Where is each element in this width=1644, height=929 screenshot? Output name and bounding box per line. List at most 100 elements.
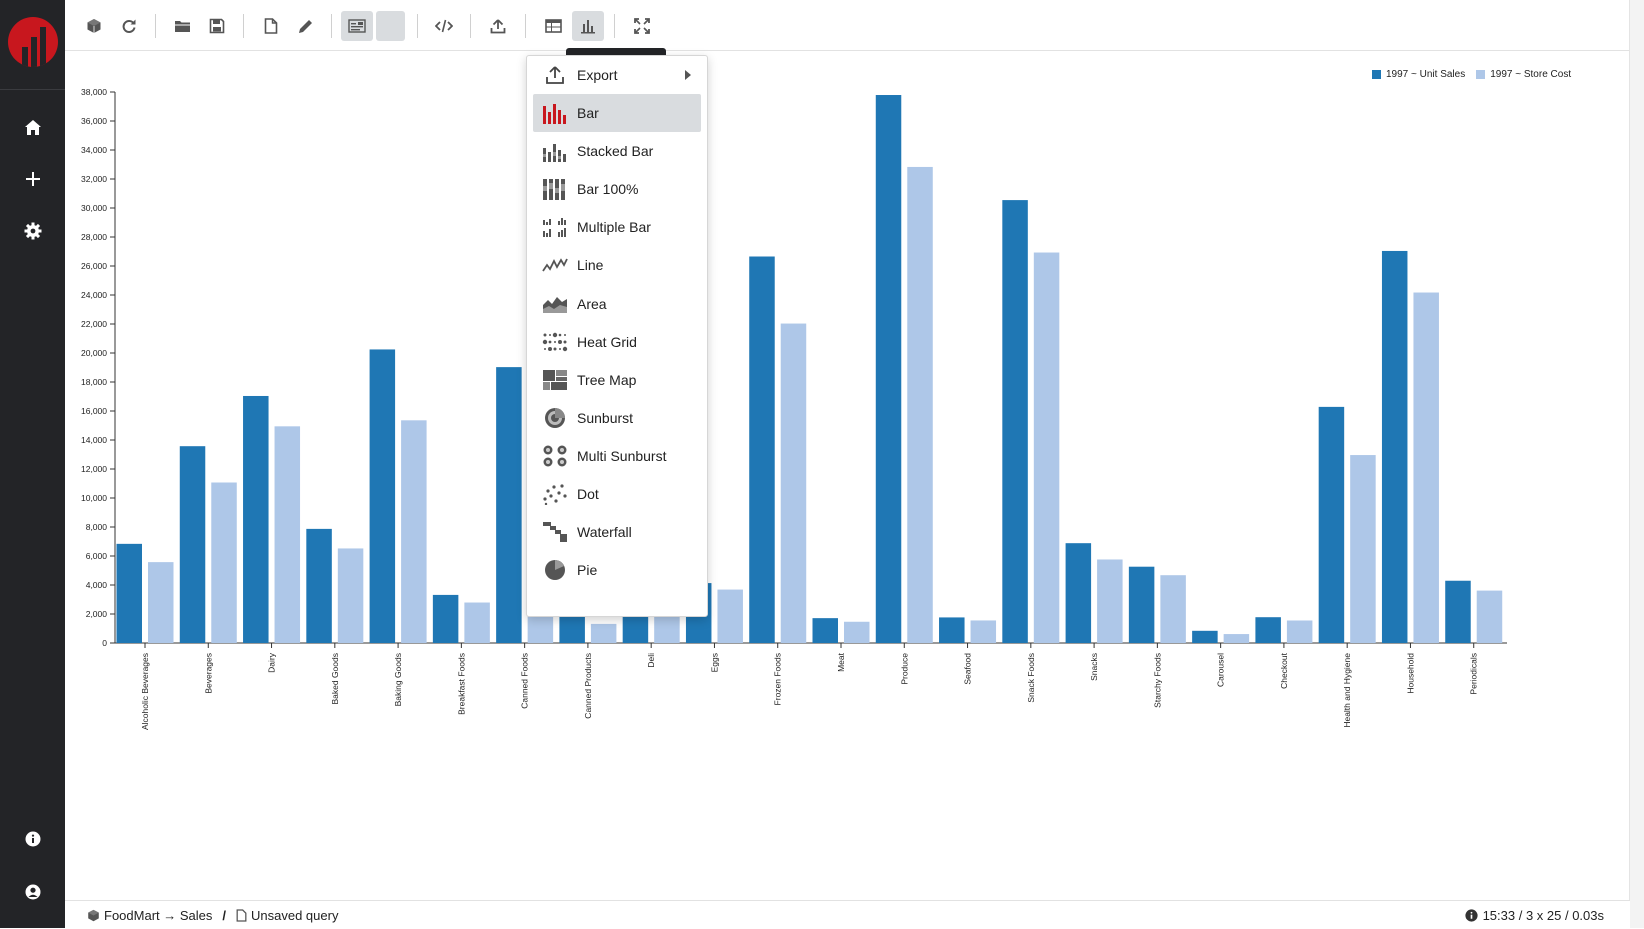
- blank-button[interactable]: [376, 11, 405, 41]
- bar[interactable]: [306, 528, 332, 643]
- menu-item-bar-100[interactable]: Bar 100%: [533, 170, 701, 208]
- code-button[interactable]: [428, 11, 460, 41]
- bar[interactable]: [717, 589, 743, 643]
- bar[interactable]: [211, 482, 237, 643]
- bar[interactable]: [780, 323, 807, 643]
- x-tick-label: Checkout: [1279, 652, 1289, 689]
- bar[interactable]: [464, 602, 490, 643]
- y-tick-label: 36,000: [81, 116, 107, 126]
- export-button[interactable]: [482, 11, 514, 41]
- cube-button[interactable]: [78, 11, 110, 41]
- edit-button[interactable]: [289, 11, 321, 41]
- menu-item-label: Stacked Bar: [577, 143, 654, 160]
- menu-item-area[interactable]: Area: [533, 285, 701, 323]
- bar[interactable]: [369, 349, 396, 643]
- bar[interactable]: [1160, 575, 1186, 643]
- menu-item-bar[interactable]: Bar: [533, 94, 701, 132]
- x-tick-label: Baked Goods: [330, 653, 340, 705]
- save-button[interactable]: [201, 11, 233, 41]
- menu-item-waterfall[interactable]: Waterfall: [533, 513, 701, 551]
- open-button[interactable]: [167, 11, 199, 41]
- refresh-button[interactable]: [113, 11, 145, 41]
- menu-item-multi-sunburst[interactable]: Multi Sunburst: [533, 437, 701, 475]
- menu-item-pie[interactable]: Pie: [533, 551, 701, 589]
- y-tick-label: 0: [102, 638, 107, 648]
- bar[interactable]: [1445, 580, 1471, 643]
- bar[interactable]: [179, 446, 206, 643]
- settings-button[interactable]: [17, 215, 49, 247]
- layout-button[interactable]: [341, 11, 373, 41]
- menu-item-multiple-bar[interactable]: Multiple Bar: [533, 208, 701, 246]
- bar[interactable]: [970, 620, 997, 643]
- bar[interactable]: [148, 562, 174, 643]
- bar[interactable]: [844, 621, 870, 643]
- chart-view-button[interactable]: [572, 11, 604, 41]
- menu-item-heat-grid[interactable]: Heat Grid: [533, 323, 701, 361]
- heat-grid-icon: [541, 330, 569, 354]
- menu-item-tree-map[interactable]: Tree Map: [533, 361, 701, 399]
- bar[interactable]: [401, 420, 427, 643]
- bar[interactable]: [1192, 630, 1218, 643]
- toolbar-separator: [243, 14, 244, 38]
- sunburst-icon: [541, 406, 569, 430]
- bar[interactable]: [274, 426, 301, 643]
- stacked-bar-icon: [541, 139, 569, 163]
- query-info-text: 15:33 / 3 x 25 / 0.03s: [1482, 908, 1604, 923]
- y-tick-label: 32,000: [81, 174, 107, 184]
- app-logo-icon[interactable]: [8, 17, 58, 67]
- menu-item-line[interactable]: Line: [533, 246, 701, 284]
- menu-item-dot[interactable]: Dot: [533, 475, 701, 513]
- y-tick-label: 18,000: [81, 377, 107, 387]
- bar[interactable]: [1002, 200, 1028, 643]
- bar[interactable]: [875, 95, 902, 644]
- menu-item-export[interactable]: Export: [533, 56, 701, 94]
- home-button[interactable]: [17, 112, 49, 144]
- bar[interactable]: [1097, 559, 1123, 643]
- bar[interactable]: [1065, 543, 1092, 643]
- y-tick-label: 34,000: [81, 145, 107, 155]
- bar[interactable]: [812, 618, 839, 643]
- bar[interactable]: [1033, 252, 1060, 643]
- menu-item-label: Line: [577, 257, 604, 274]
- legend-item[interactable]: 1997 ~ Unit Sales: [1372, 69, 1465, 80]
- bar[interactable]: [1223, 634, 1250, 643]
- chart-legend: 1997 ~ Unit Sales 1997 ~ Store Cost: [1372, 69, 1582, 80]
- bar[interactable]: [907, 166, 933, 643]
- bar[interactable]: [243, 395, 269, 643]
- bar[interactable]: [1318, 406, 1345, 643]
- bar[interactable]: [1381, 250, 1408, 643]
- bar[interactable]: [432, 594, 459, 643]
- bar[interactable]: [1128, 566, 1155, 643]
- table-view-button[interactable]: [537, 11, 569, 41]
- bar[interactable]: [496, 367, 522, 643]
- menu-item-stacked-bar[interactable]: Stacked Bar: [533, 132, 701, 170]
- bar[interactable]: [1350, 455, 1376, 643]
- add-button[interactable]: [17, 163, 49, 195]
- fullscreen-button[interactable]: [626, 11, 658, 41]
- breadcrumb-query[interactable]: Unsaved query: [236, 908, 338, 923]
- new-query-button[interactable]: [255, 11, 287, 41]
- x-tick-label: Health and Hygiene: [1342, 653, 1352, 728]
- bar[interactable]: [116, 543, 143, 643]
- bar[interactable]: [559, 616, 585, 643]
- menu-item-sunburst[interactable]: Sunburst: [533, 399, 701, 437]
- bar[interactable]: [1413, 292, 1439, 643]
- bar[interactable]: [1286, 620, 1313, 643]
- bar[interactable]: [939, 617, 965, 643]
- toolbar-separator: [155, 14, 156, 38]
- y-tick-label: 2,000: [86, 609, 108, 619]
- bar[interactable]: [1476, 590, 1503, 643]
- bar[interactable]: [590, 623, 617, 643]
- breadcrumb-cube[interactable]: FoodMart → Sales: [87, 908, 212, 923]
- x-tick-label: Snacks: [1089, 653, 1099, 681]
- bar[interactable]: [337, 548, 364, 643]
- bar[interactable]: [1255, 617, 1281, 643]
- expand-icon: [634, 18, 650, 34]
- x-tick-label: Alcoholic Beverages: [140, 653, 150, 730]
- vertical-scrollbar[interactable]: [1629, 0, 1644, 928]
- user-button[interactable]: [17, 876, 49, 908]
- about-button[interactable]: [17, 823, 49, 855]
- y-tick-label: 10,000: [81, 493, 107, 503]
- bar[interactable]: [749, 256, 775, 643]
- legend-item[interactable]: 1997 ~ Store Cost: [1476, 69, 1571, 80]
